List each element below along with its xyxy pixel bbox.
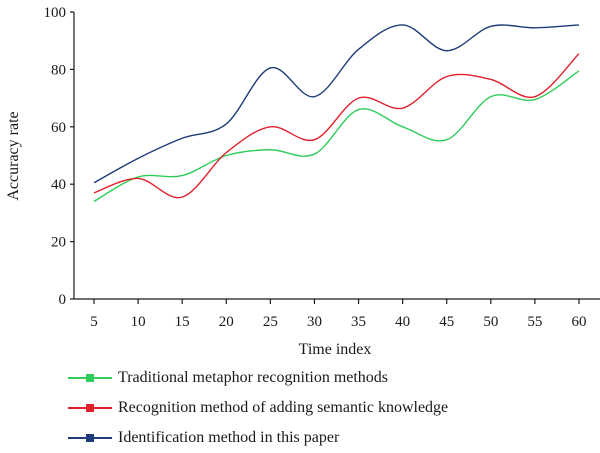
series-line-3 <box>93 24 580 184</box>
x-tick-label: 5 <box>90 314 98 330</box>
x-tick-label: 60 <box>572 314 587 330</box>
x-tick-label: 20 <box>219 314 234 330</box>
y-tick-label: 60 <box>51 120 66 136</box>
series-lines <box>93 24 580 203</box>
y-tick-label: 80 <box>51 62 66 78</box>
y-tick-label: 20 <box>51 235 66 251</box>
x-axis-title: Time index <box>299 341 372 358</box>
legend-swatch-line <box>68 404 112 412</box>
legend-item-3: Identification method in this paper <box>68 423 448 453</box>
x-tick-label: 55 <box>527 314 542 330</box>
legend-swatch-line <box>68 434 112 442</box>
y-axis: 0 20 40 60 80 100 <box>44 5 75 308</box>
series-line-2 <box>93 53 580 199</box>
x-tick-label: 15 <box>175 314 190 330</box>
legend-label: Recognition method of adding semantic kn… <box>118 399 449 416</box>
legend-swatch-marker <box>86 404 94 412</box>
legend-label: Identification method in this paper <box>118 429 340 446</box>
x-axis: 5 10 15 20 25 30 35 40 45 50 55 60 <box>74 298 600 330</box>
y-tick-label: 40 <box>51 177 66 193</box>
x-tick-label: 25 <box>263 314 278 330</box>
x-tick-label: 40 <box>395 314 410 330</box>
legend-swatch-line <box>68 374 112 382</box>
legend-swatch-marker <box>86 374 94 382</box>
legend-swatch-marker <box>86 434 94 442</box>
x-tick-label: 50 <box>483 314 498 330</box>
y-tick-label: 100 <box>44 5 67 21</box>
legend-item-2: Recognition method of adding semantic kn… <box>68 393 448 423</box>
legend-label: Traditional metaphor recognition methods <box>118 369 389 386</box>
x-tick-label: 10 <box>131 314 146 330</box>
x-tick-label: 35 <box>351 314 366 330</box>
y-axis-title: Accuracy rate <box>5 111 22 200</box>
x-tick-label: 30 <box>307 314 322 330</box>
legend-item-1: Traditional metaphor recognition methods <box>68 363 448 393</box>
series-line-1 <box>93 70 580 203</box>
y-tick-label: 0 <box>59 292 67 308</box>
chart-legend: Traditional metaphor recognition methods… <box>68 363 448 453</box>
x-tick-label: 45 <box>439 314 454 330</box>
